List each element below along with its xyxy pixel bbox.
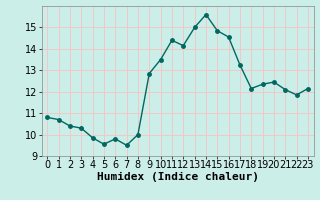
X-axis label: Humidex (Indice chaleur): Humidex (Indice chaleur) bbox=[97, 172, 259, 182]
